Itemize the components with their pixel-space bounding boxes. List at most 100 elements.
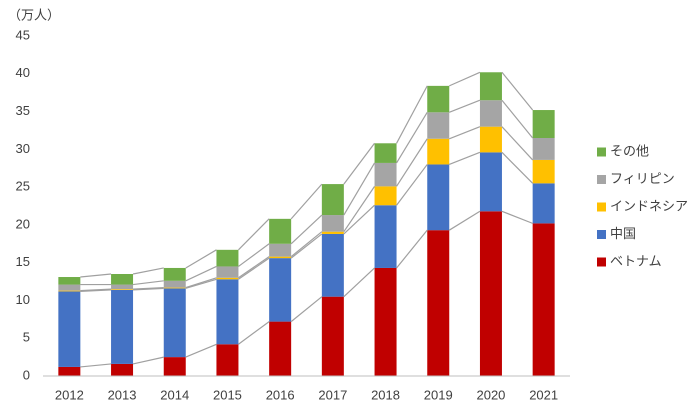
- legend-label: インドネシア: [610, 198, 688, 213]
- bar-segment: [321, 233, 344, 297]
- series-line: [80, 363, 112, 368]
- series-line: [238, 321, 270, 345]
- series-line: [132, 280, 164, 286]
- bar-segment: [58, 291, 81, 367]
- series-line: [80, 289, 112, 292]
- series-line: [343, 162, 376, 216]
- bar-segment: [216, 279, 239, 345]
- series-line: [290, 183, 323, 220]
- legend-swatch: [597, 230, 606, 239]
- bar-segment: [216, 277, 239, 280]
- legend-swatch: [597, 257, 606, 267]
- y-tick-label: 5: [23, 330, 30, 345]
- y-tick-label: 20: [16, 216, 30, 231]
- bar-segment: [111, 289, 134, 364]
- legend-label: フィリピン: [610, 171, 675, 186]
- bar-segment: [374, 143, 397, 163]
- legend-label: 中国: [610, 226, 636, 241]
- series-line: [343, 267, 375, 298]
- series-line: [290, 214, 323, 245]
- x-tick-label: 2012: [55, 387, 84, 402]
- y-tick-label: 30: [16, 141, 30, 156]
- bar-segment: [532, 183, 555, 224]
- bar-segment: [58, 277, 81, 285]
- x-tick-label: 2018: [371, 387, 400, 402]
- series-line: [238, 218, 270, 251]
- bar-segment: [374, 205, 397, 268]
- y-tick-label: 10: [16, 292, 30, 307]
- series-line: [449, 126, 481, 140]
- series-line: [501, 99, 534, 139]
- legend-swatch: [597, 147, 606, 157]
- series-line: [133, 287, 164, 291]
- bar-segment: [479, 72, 502, 101]
- bar-segment: [374, 162, 397, 187]
- series-line: [396, 85, 428, 144]
- series-line: [238, 256, 270, 279]
- legend-swatch: [597, 202, 606, 212]
- legend-swatch: [597, 175, 606, 184]
- x-tick-label: 2014: [160, 387, 189, 402]
- x-tick-label: 2015: [213, 387, 242, 402]
- series-line: [238, 243, 270, 267]
- x-tick-label: 2016: [266, 387, 295, 402]
- series-line: [343, 186, 376, 233]
- bar-segment: [321, 296, 344, 376]
- legend-label: ベトナム: [610, 253, 662, 268]
- series-line: [290, 231, 323, 258]
- series-line: [80, 273, 112, 278]
- bar-segment: [479, 211, 502, 376]
- bar-segment: [427, 112, 450, 139]
- bar-segment: [216, 344, 239, 376]
- series-line: [343, 204, 375, 235]
- series-line: [501, 126, 534, 161]
- x-tick-label: 2013: [108, 387, 137, 402]
- bar-segment: [163, 267, 186, 281]
- y-axis-unit: （万人）: [8, 7, 60, 22]
- x-tick-label: 2019: [424, 387, 453, 402]
- y-tick-label: 40: [16, 65, 30, 80]
- series-line: [290, 296, 323, 323]
- bar-segment: [427, 230, 450, 376]
- bar-segment: [532, 223, 555, 376]
- bar-segment: [216, 266, 239, 278]
- x-tick-label: 2020: [476, 387, 505, 402]
- bar-segment: [321, 184, 344, 216]
- series-line: [448, 210, 481, 231]
- bar-segment: [427, 85, 450, 113]
- bar-segment: [479, 126, 502, 153]
- bar-segment: [321, 215, 344, 232]
- y-tick-label: 15: [16, 254, 30, 269]
- x-tick-label: 2021: [529, 387, 558, 402]
- bar-segment: [58, 366, 81, 376]
- legend-label: その他: [610, 143, 649, 158]
- bar-segment: [427, 164, 450, 231]
- series-line: [501, 210, 533, 224]
- series-line: [449, 71, 481, 87]
- series-line: [185, 343, 217, 358]
- series-line: [185, 277, 217, 289]
- bar-segment: [532, 110, 555, 138]
- bar-segment: [427, 138, 450, 165]
- series-line: [80, 288, 112, 292]
- bar-segment: [269, 218, 292, 244]
- bar-segment: [58, 284, 81, 291]
- series-line: [133, 287, 164, 290]
- series-line: [501, 151, 534, 184]
- series-line: [501, 71, 534, 111]
- y-tick-label: 45: [16, 27, 30, 42]
- bar-segment: [58, 290, 81, 292]
- bar-segment: [163, 280, 186, 288]
- series-line: [185, 265, 217, 282]
- bar-segment: [111, 284, 134, 290]
- series-line: [396, 164, 428, 206]
- y-tick-label: 25: [16, 179, 30, 194]
- y-tick-label: 0: [23, 367, 30, 382]
- bar-segment: [163, 357, 186, 376]
- bar-segment: [269, 256, 292, 259]
- y-tick-label: 35: [16, 103, 30, 118]
- series-line: [449, 99, 481, 113]
- bar-segment: [163, 288, 186, 358]
- series-line: [132, 356, 164, 365]
- bar-segment: [111, 289, 134, 290]
